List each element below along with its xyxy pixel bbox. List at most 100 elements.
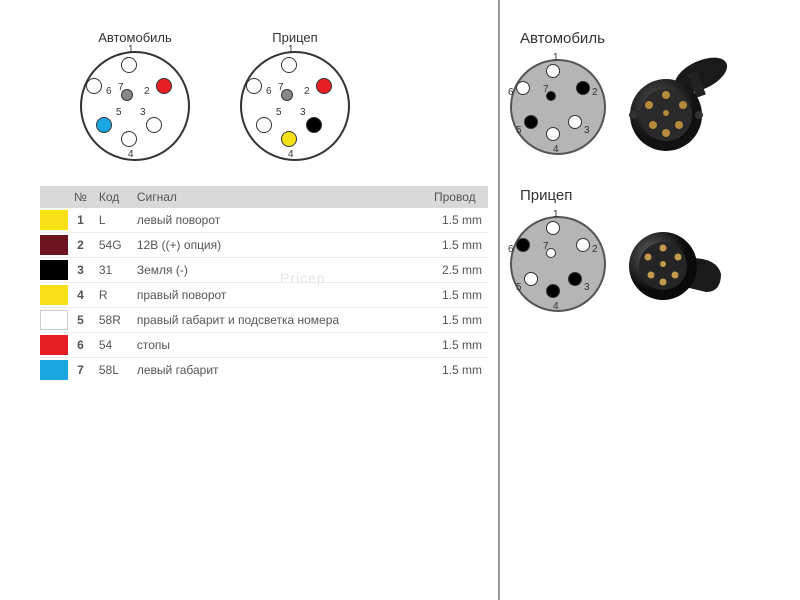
color-swatch [40,360,68,380]
pin-num-1: 1 [288,44,294,55]
cell-wire: 1.5 mm [428,358,488,383]
cell-signal: левый поворот [131,208,428,233]
cell-code: 31 [93,258,131,283]
pin-num-2: 2 [304,86,310,97]
pin-2 [316,78,332,94]
pin-num-1: 1 [553,209,559,220]
pin-num-5: 5 [276,107,282,118]
cell-signal: правый поворот [131,283,428,308]
table-row: 5 58R правый габарит и подсветка номера … [40,308,488,333]
pin-num-4: 4 [128,149,134,160]
pin-3 [568,272,582,286]
car-connector-diagram: 1234567 [510,59,606,155]
color-swatch [40,235,68,255]
pin-5 [96,117,112,133]
trailer-connector-label: Прицеп [240,30,350,45]
pin-num-4: 4 [288,149,294,160]
cell-wire: 1.5 mm [428,283,488,308]
cell-code: L [93,208,131,233]
pin-num-6: 6 [508,87,514,98]
pin-4 [281,131,297,147]
pin-num-3: 3 [300,107,306,118]
pin-num-6: 6 [266,86,272,97]
pin-6 [86,78,102,94]
cell-code: 54 [93,333,131,358]
th-code: Код [93,186,131,208]
table-row: 7 58L левый габарит 1.5 mm [40,358,488,383]
pin-num-7: 7 [543,241,549,252]
cell-num: 4 [68,283,93,308]
pin-num-7: 7 [118,82,124,93]
pin-num-7: 7 [543,84,549,95]
pin-2 [576,238,590,252]
pin-4 [546,127,560,141]
cell-wire: 1.5 mm [428,333,488,358]
table-row: 2 54G 12В ((+) опция) 1.5 mm [40,233,488,258]
car-title: Автомобиль [510,30,790,47]
pin-num-2: 2 [144,86,150,97]
th-num: № [68,186,93,208]
pin-table: № Код Сигнал Провод 1 L левый поворот 1.… [40,186,488,382]
color-swatch [40,260,68,280]
pin-1 [546,64,560,78]
top-connector-diagrams: Автомобиль 1234567 Прицеп 1234567 [40,30,488,161]
pin-3 [568,115,582,129]
trailer-connector-diagram: 1234567 [510,216,606,312]
cell-code: R [93,283,131,308]
pin-num-5: 5 [516,282,522,293]
pin-3 [306,117,322,133]
cell-code: 58R [93,308,131,333]
cell-num: 1 [68,208,93,233]
pin-num-3: 3 [584,282,590,293]
trailer-section: Прицеп 1234567 [510,187,790,314]
cell-wire: 1.5 mm [428,308,488,333]
cell-wire: 1.5 mm [428,233,488,258]
cell-wire: 1.5 mm [428,208,488,233]
pin-5 [524,115,538,129]
pin-6 [516,238,530,252]
cell-wire: 2.5 mm [428,258,488,283]
pin-1 [546,221,560,235]
right-panel: Автомобиль 1234567 Прицеп 1234567 [500,0,800,600]
pin-num-6: 6 [508,244,514,255]
cell-signal: правый габарит и подсветка номера [131,308,428,333]
pin-1 [121,57,137,73]
pin-num-7: 7 [278,82,284,93]
pin-2 [156,78,172,94]
cell-num: 7 [68,358,93,383]
pin-5 [524,272,538,286]
color-swatch [40,335,68,355]
watermark: Pricep [280,270,326,286]
pin-4 [546,284,560,298]
pin-4 [121,131,137,147]
pin-6 [246,78,262,94]
pin-3 [146,117,162,133]
pin-num-5: 5 [516,125,522,136]
pin-6 [516,81,530,95]
pin-num-2: 2 [592,87,598,98]
car-section: Автомобиль 1234567 [510,30,790,157]
color-swatch [40,210,68,230]
cell-num: 3 [68,258,93,283]
left-panel: Автомобиль 1234567 Прицеп 1234567 Pricep… [0,0,500,600]
table-row: 3 31 Земля (-) 2.5 mm [40,258,488,283]
pin-5 [256,117,272,133]
pin-num-4: 4 [553,301,559,312]
table-row: 6 54 стопы 1.5 mm [40,333,488,358]
car-connector-top: Автомобиль 1234567 [80,30,190,161]
table-row: 4 R правый поворот 1.5 mm [40,283,488,308]
cell-signal: левый габарит [131,358,428,383]
pin-num-1: 1 [128,44,134,55]
color-swatch [40,285,68,305]
th-signal: Сигнал [131,186,428,208]
cell-num: 5 [68,308,93,333]
cell-signal: стопы [131,333,428,358]
pin-2 [576,81,590,95]
car-socket-photo [621,57,731,157]
table-row: 1 L левый поворот 1.5 mm [40,208,488,233]
trailer-title: Прицеп [510,187,790,204]
cell-num: 6 [68,333,93,358]
pin-num-4: 4 [553,144,559,155]
pin-num-3: 3 [140,107,146,118]
pin-num-3: 3 [584,125,590,136]
